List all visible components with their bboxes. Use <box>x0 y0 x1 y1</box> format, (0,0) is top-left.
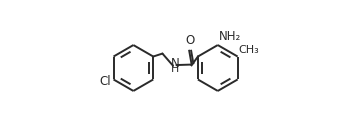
Text: O: O <box>185 34 195 47</box>
Text: NH₂: NH₂ <box>219 30 241 43</box>
Text: N: N <box>171 57 179 70</box>
Text: CH₃: CH₃ <box>239 45 260 55</box>
Text: H: H <box>171 64 179 75</box>
Text: Cl: Cl <box>100 75 111 88</box>
